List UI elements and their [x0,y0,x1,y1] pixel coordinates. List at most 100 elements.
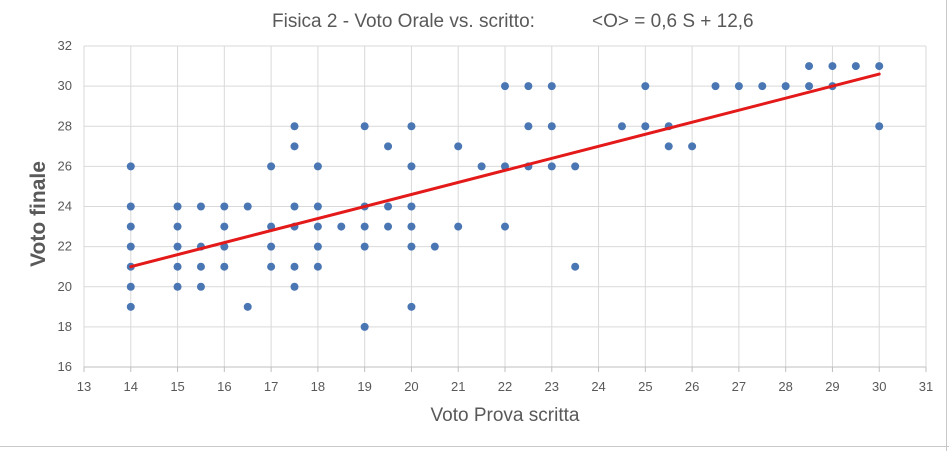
data-point [360,122,369,131]
data-point [196,202,205,211]
y-axis-label: Voto finale [27,161,50,267]
data-point [501,82,509,91]
x-tick-label: 22 [498,379,512,394]
data-point [290,142,299,151]
data-point [407,122,416,131]
data-point [313,242,322,251]
data-point [220,202,229,211]
data-point [407,302,416,311]
data-point [524,82,533,91]
x-tick-label: 27 [732,379,746,394]
data-point [407,162,416,171]
data-point [828,62,837,71]
data-point [571,162,580,171]
y-tick-label: 26 [58,158,72,173]
chart-title: Fisica 2 - Voto Orale vs. scritto: [272,11,535,32]
data-point [641,122,650,131]
data-points [126,62,884,331]
x-tick-label: 14 [124,379,138,394]
x-tick-label: 24 [591,379,605,394]
y-tick-label: 18 [58,319,72,334]
data-point [758,82,767,91]
y-tick-label: 32 [58,38,72,53]
data-point [641,82,650,91]
data-point [875,62,884,71]
x-tick-label: 25 [638,379,652,394]
data-point [173,202,182,211]
x-tick-label: 19 [357,379,371,394]
data-point [407,242,416,251]
data-point [547,122,556,131]
sheet-edge-line-bottom [0,446,949,447]
x-tick-label: 31 [919,379,933,394]
data-point [196,282,205,291]
x-tick-label: 18 [311,379,325,394]
x-tick-label: 15 [170,379,184,394]
data-point [524,122,533,131]
data-point [454,142,463,151]
data-point [290,282,299,291]
x-tick-label: 16 [217,379,231,394]
data-point [220,222,229,231]
data-point [126,202,135,211]
data-point [126,282,135,291]
data-point [711,82,720,91]
data-point [267,162,276,171]
x-axis-label: Voto Prova scritta [431,405,580,426]
data-point [571,262,580,271]
data-point [313,262,322,271]
data-point [805,82,814,91]
data-point [384,142,393,151]
data-point [290,262,299,271]
data-point [173,262,182,271]
data-point [126,222,135,231]
x-tick-label: 20 [404,379,418,394]
data-point [290,202,299,211]
y-tick-label: 22 [58,239,72,254]
data-point [454,222,463,231]
data-point [851,62,860,71]
data-point [407,202,416,211]
data-point [384,222,393,231]
data-point [313,202,322,211]
y-tick-label: 20 [58,279,72,294]
data-point [664,142,673,151]
chart-subtitle: <O> = 0,6 S + 12,6 [592,11,754,32]
axes: 16 18 20 22 24 26 28 30 32 13 14 15 16 17 18 19 20 21 22 23… [58,38,934,394]
y-tick-label: 16 [58,359,72,374]
data-point [173,282,182,291]
data-point [126,242,135,251]
data-point [617,122,626,131]
data-point [781,82,790,91]
data-point [243,202,252,211]
data-point [126,162,135,171]
x-tick-label: 28 [778,379,792,394]
data-point [547,82,556,91]
data-point [384,202,393,211]
x-tick-label: 17 [264,379,278,394]
data-point [477,162,486,171]
x-tick-label: 30 [872,379,886,394]
data-point [430,242,439,251]
data-point [501,222,509,231]
data-point [547,162,556,171]
data-point [360,322,369,331]
data-point [196,262,205,271]
data-point [126,302,135,311]
trendline [129,72,881,269]
data-point [313,222,322,231]
data-point [267,242,276,251]
x-tick-label: 21 [451,379,465,394]
x-tick-label: 13 [77,379,91,394]
data-point [220,262,229,271]
data-point [290,122,299,131]
trendline-group [129,72,881,269]
x-tick-label: 26 [685,379,699,394]
y-tick-label: 30 [58,78,72,93]
data-point [688,142,697,151]
data-point [337,222,346,231]
data-point [734,82,743,91]
y-tick-label: 28 [58,118,72,133]
